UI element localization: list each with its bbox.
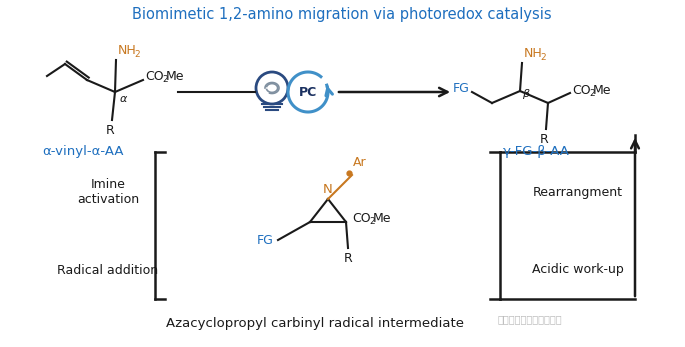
Text: Azacyclopropyl carbinyl radical intermediate: Azacyclopropyl carbinyl radical intermed…: [166, 317, 464, 330]
Text: 2: 2: [589, 88, 595, 98]
Text: Biomimetic 1,2-amino migration via photoredox catalysis: Biomimetic 1,2-amino migration via photo…: [132, 7, 552, 22]
Text: Ar: Ar: [353, 156, 366, 169]
Text: 2: 2: [369, 218, 375, 227]
Text: CO: CO: [572, 84, 590, 96]
Text: Me: Me: [166, 69, 184, 83]
Text: N: N: [323, 183, 333, 196]
Text: Me: Me: [373, 212, 392, 226]
Text: FG: FG: [453, 82, 470, 94]
Text: R: R: [105, 124, 114, 137]
Text: CO: CO: [352, 212, 371, 226]
Text: 公众号．高分子科学前沿: 公众号．高分子科学前沿: [498, 314, 562, 324]
Text: α: α: [120, 94, 127, 104]
Text: FG: FG: [257, 235, 274, 247]
Text: PC: PC: [299, 85, 317, 99]
Text: NH: NH: [524, 47, 543, 60]
Text: CO: CO: [145, 69, 164, 83]
Text: γ-FG-β-AA: γ-FG-β-AA: [503, 145, 569, 158]
Text: 2: 2: [134, 50, 140, 59]
Text: NH: NH: [118, 44, 137, 57]
Text: Rearrangment: Rearrangment: [533, 186, 623, 198]
Text: β: β: [522, 89, 529, 99]
Text: R: R: [344, 252, 352, 265]
Text: 2: 2: [162, 75, 168, 84]
Text: R: R: [540, 133, 549, 146]
Text: Acidic work-up: Acidic work-up: [532, 263, 624, 277]
Text: 2: 2: [540, 53, 546, 62]
Text: Me: Me: [593, 84, 612, 96]
Text: α-vinyl-α-AA: α-vinyl-α-AA: [42, 145, 123, 158]
Text: Imine
activation: Imine activation: [77, 178, 139, 206]
Text: Radical addition: Radical addition: [58, 263, 158, 277]
